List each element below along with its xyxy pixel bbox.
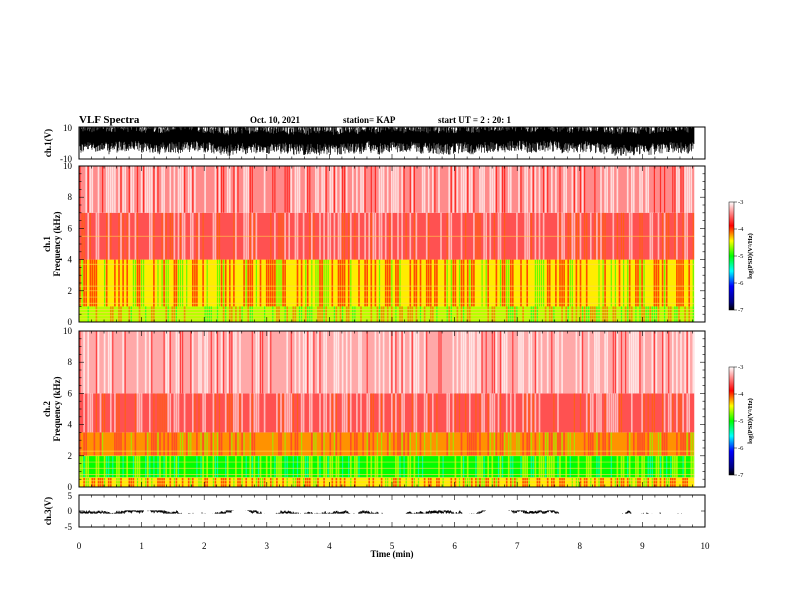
spectral-texture <box>83 393 691 433</box>
ch3-waveform-trace <box>79 510 682 514</box>
spectral-texture <box>79 432 691 456</box>
waveform-line <box>79 127 695 157</box>
spectral-texture <box>101 432 694 456</box>
ch2-colorbar-gradient <box>728 366 735 476</box>
header-date: Oct. 10, 2021 <box>250 115 300 125</box>
ch2-ylabel-frequency: Frequency (kHz) <box>52 376 62 441</box>
spectral-texture <box>79 455 695 478</box>
frequency-tick-label: 0 <box>68 482 73 492</box>
time-tick-label: 2 <box>202 541 207 551</box>
frequency-tick-label: 6 <box>68 223 73 233</box>
spectral-texture <box>87 306 694 322</box>
ch2-spectrogram-image <box>79 331 705 487</box>
colorbar-tick-label: -7 <box>738 307 744 314</box>
time-tick-label: 4 <box>327 541 332 551</box>
colorbar-tick-label: -3 <box>738 364 743 371</box>
spectral-texture <box>83 455 684 478</box>
ch1-ytick-top: 10 <box>63 123 73 133</box>
frequency-tick-label: 4 <box>68 255 73 265</box>
spectral-band <box>79 393 695 433</box>
ch1-ytick-bottom: -10 <box>60 154 72 164</box>
ch2-colorbar-label: log(PSD)(V²/Hz) <box>747 398 754 444</box>
time-axis-ticklabels: 0 1 2 3 4 5 6 7 8 9 10 <box>77 541 710 551</box>
ch1-colorbar-gradient <box>728 201 735 311</box>
no-data-region <box>694 331 705 487</box>
spectral-band <box>79 166 695 213</box>
colorbar-tick-label: -6 <box>738 445 744 452</box>
time-tick-label: 10 <box>701 541 711 551</box>
ch1-spectrogram-panel: 0 2 4 6 8 10 ch.1 Frequency (kHz) -3 -4 -5 -6 -7 … <box>42 161 754 327</box>
ch2-colorbar: -3 -4 -5 -6 -7 log(PSD)(V²/Hz) <box>728 364 754 479</box>
spectral-texture <box>95 393 682 433</box>
colorbar-tick-label: -5 <box>738 418 743 425</box>
time-axis-label: Time (min) <box>370 549 413 559</box>
spectral-texture <box>83 477 689 487</box>
colorbar-tick-label: -4 <box>738 226 744 233</box>
ch2-spectrogram-panel: 0 2 4 6 8 10 ch.2 Frequency (kHz) -3 -4 -5 -6 -7 … <box>42 326 754 492</box>
spectral-texture <box>85 166 693 213</box>
figure-title: VLF Spectra <box>79 114 140 126</box>
spectral-band <box>79 455 695 478</box>
colorbar-tick-label: -5 <box>738 253 743 260</box>
ch1-waveform-panel: 10 -10 ch.1(V) <box>43 123 706 164</box>
ch1-ylabel-frequency: Frequency (kHz) <box>52 211 62 276</box>
frequency-tick-label: 2 <box>68 286 73 296</box>
ch1-waveform-trace <box>79 127 695 157</box>
waveform-line <box>79 510 682 514</box>
no-data-region <box>694 166 705 322</box>
frequency-tick-label: 8 <box>68 357 73 367</box>
ch3-ytick-top: 5 <box>68 491 73 501</box>
colorbar-tick-label: -3 <box>738 199 743 206</box>
spectral-band <box>79 477 695 487</box>
time-tick-label: 5 <box>390 541 395 551</box>
spectral-band <box>79 432 695 456</box>
time-tick-label: 8 <box>578 541 583 551</box>
frequency-tick-label: 0 <box>68 317 73 327</box>
spectral-band <box>79 306 695 322</box>
time-tick-label: 0 <box>77 541 82 551</box>
time-tick-label: 1 <box>139 541 144 551</box>
spectral-texture <box>95 306 691 322</box>
time-tick-label: 6 <box>452 541 457 551</box>
ch1-colorbar: -3 -4 -5 -6 -7 log(PSD)(V²/Hz) <box>728 199 754 314</box>
spectral-texture <box>83 331 695 394</box>
spectral-band <box>79 331 695 394</box>
frequency-tick-label: 8 <box>68 192 73 202</box>
colorbar-tick-label: -7 <box>738 472 744 479</box>
time-tick-label: 9 <box>640 541 645 551</box>
colorbar-tick-label: -6 <box>738 280 744 287</box>
frequency-tick-label: 2 <box>68 451 73 461</box>
frequency-tick-label: 6 <box>68 388 73 398</box>
header-start-time: start UT = 2 : 20: 1 <box>438 115 511 125</box>
time-tick-label: 3 <box>265 541 270 551</box>
ch2-ylabel-channel: ch.2 <box>42 401 52 417</box>
frequency-tick-label: 10 <box>63 326 73 336</box>
ch3-waveform-ylabel: ch.3(V) <box>43 497 53 525</box>
ch3-ytick-bottom: -5 <box>65 522 73 532</box>
frequency-tick-label: 4 <box>68 420 73 430</box>
ch1-spectrogram-image <box>79 166 705 322</box>
ch3-waveform-panel: 5 0 -5 ch.3(V) <box>43 491 706 532</box>
ch1-colorbar-label: log(PSD)(V²/Hz) <box>747 233 754 279</box>
spectral-texture <box>81 259 694 307</box>
ch3-ytick-middle: 0 <box>68 506 73 516</box>
spectral-band <box>79 259 695 307</box>
time-tick-label: 7 <box>515 541 520 551</box>
frequency-tick-label: 10 <box>63 161 73 171</box>
colorbar-tick-label: -4 <box>738 391 744 398</box>
ch1-ylabel-channel: ch.1 <box>42 236 52 252</box>
header-station: station= KAP <box>343 115 396 125</box>
ch1-waveform-ylabel: ch.1(V) <box>43 129 53 157</box>
